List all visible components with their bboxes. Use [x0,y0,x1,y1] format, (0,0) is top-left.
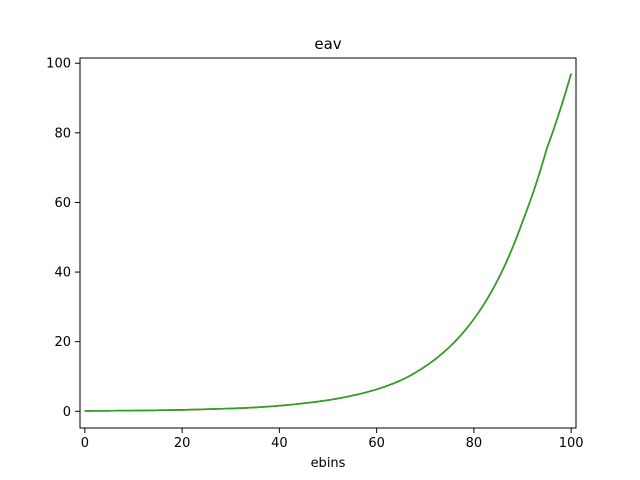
x-tick-label: 60 [368,436,385,451]
plot-area [80,58,576,428]
y-tick-label: 60 [54,196,71,211]
y-tick-label: 80 [54,126,71,141]
y-tick-label: 100 [46,57,71,72]
chart-title: eav [314,35,341,53]
x-tick-label: 20 [174,436,191,451]
x-tick-label: 100 [559,436,584,451]
x-axis-label: ebins [311,456,346,471]
x-tick-label: 40 [271,436,288,451]
x-tick-label: 80 [466,436,483,451]
x-tick-label: 0 [81,436,89,451]
y-tick-label: 0 [63,405,71,420]
y-tick-label: 40 [54,266,71,281]
y-tick-label: 20 [54,335,71,350]
